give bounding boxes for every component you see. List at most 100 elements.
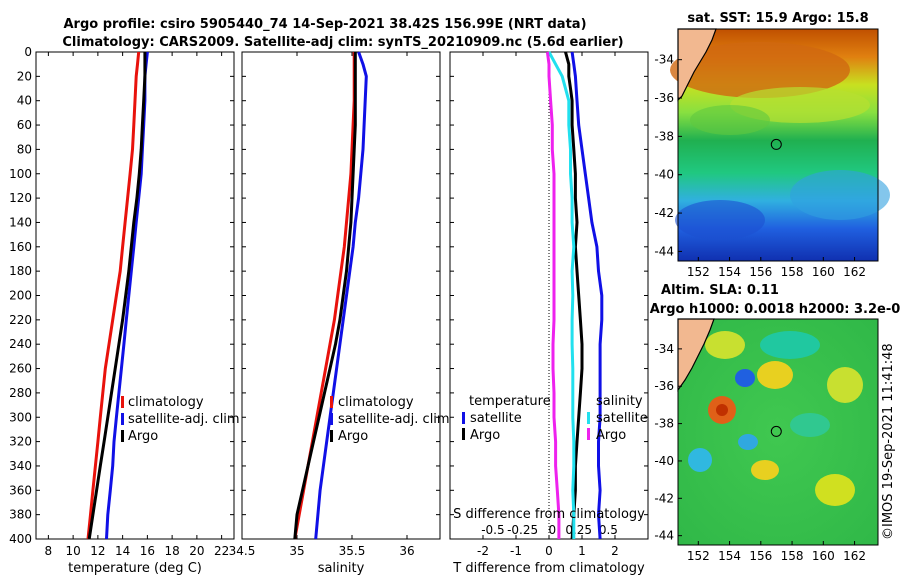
sla-map-title-line2: Argo h1000: 0.0018 h2000: 3.2e-0 bbox=[650, 302, 900, 317]
temperature-legend: climatology satellite-adj. clim Argo bbox=[121, 395, 240, 444]
map-ytick-label: -42 bbox=[654, 491, 674, 505]
series-line-t-argo bbox=[564, 51, 584, 540]
legend-salinity-title: salinity bbox=[596, 394, 643, 409]
xtick-label: 35 bbox=[289, 544, 304, 558]
s-difference-xlabel: S difference from climatology bbox=[453, 507, 645, 522]
ytick-label: 240 bbox=[9, 337, 32, 351]
depth-yticks: 0 20 40 60 80 100 120 140 160 180 200 220 240 260 280 3… bbox=[9, 45, 234, 546]
map-ytick-label: -44 bbox=[654, 244, 674, 258]
xtick-label: 16 bbox=[140, 544, 155, 558]
ytick-label: 220 bbox=[9, 313, 32, 327]
map-ytick-label: -40 bbox=[654, 168, 674, 182]
imos-timestamp: ©IMOS 19-Sep-2021 11:41:48 bbox=[881, 343, 896, 540]
sla-patches bbox=[688, 331, 863, 506]
ytick-label: 160 bbox=[9, 240, 32, 254]
difference-series bbox=[545, 51, 604, 540]
legend-satellite-label: satellite-adj. clim bbox=[128, 412, 240, 427]
ytick-label: 140 bbox=[9, 215, 32, 229]
map-xtick-label: 156 bbox=[749, 265, 772, 279]
difference-legend: temperature salinity satellite Argo sate… bbox=[462, 394, 648, 443]
series-line-satellite-adj-clim bbox=[314, 51, 368, 540]
xtick-label: 20 bbox=[189, 544, 204, 558]
s-diff-tick-label: 0.5 bbox=[599, 523, 618, 537]
ytick-label: 120 bbox=[9, 191, 32, 205]
temperature-xlabel: temperature (deg C) bbox=[68, 561, 202, 576]
legend-argo-label: Argo bbox=[338, 429, 368, 444]
figure-title-line2: Climatology: CARS2009. Satellite-adj cli… bbox=[62, 35, 623, 50]
ytick-label: 0 bbox=[24, 45, 32, 59]
map-ytick-label: -34 bbox=[654, 53, 674, 67]
ytick-label: 400 bbox=[9, 532, 32, 546]
temperature-series bbox=[86, 51, 149, 540]
salinity-axes-box bbox=[241, 51, 441, 540]
map-ytick-label: -44 bbox=[654, 529, 674, 543]
legend-climatology-label: climatology bbox=[338, 395, 414, 410]
map-xtick-label: 158 bbox=[781, 549, 804, 563]
series-line-s-satellite bbox=[547, 51, 576, 539]
ytick-label: 20 bbox=[17, 69, 32, 83]
map-ytick-label: -38 bbox=[654, 129, 674, 143]
sla-argo-marker bbox=[770, 425, 782, 437]
map-xtick-label: 158 bbox=[781, 265, 804, 279]
map-xtick-label: 152 bbox=[687, 265, 710, 279]
ytick-label: 360 bbox=[9, 483, 32, 497]
sst-map: sat. SST: 15.9 Argo: 15.8 152 154 156 158 16… bbox=[654, 11, 890, 279]
legend-s-argo-label: Argo bbox=[596, 428, 626, 443]
legend-satellite-label: satellite-adj. clim bbox=[338, 412, 450, 427]
ytick-label: 180 bbox=[9, 264, 32, 278]
sst-xticks: 152 154 156 158 160 162 bbox=[687, 257, 866, 279]
ytick-label: 80 bbox=[17, 142, 32, 156]
s-diff-tick-label: 0.25 bbox=[565, 523, 592, 537]
difference-panel: -2 -1 0 1 2 -0.5 -0.25 0 0.25 0.5 S difference f… bbox=[449, 51, 649, 576]
legend-satellite-swatch bbox=[121, 413, 124, 425]
sla-map: Altim. SLA: 0.11 Argo h1000: 0.0018 h200… bbox=[650, 283, 900, 563]
xtick-label: 1 bbox=[578, 544, 586, 558]
xtick-label: 2 bbox=[611, 544, 619, 558]
map-xtick-label: 152 bbox=[687, 549, 710, 563]
temperature-xticks: 8 10 12 14 16 18 20 22 bbox=[45, 52, 229, 558]
ytick-label: 100 bbox=[9, 167, 32, 181]
series-line-argo bbox=[293, 52, 357, 540]
salinity-legend: climatology satellite-adj. clim Argo bbox=[330, 395, 450, 444]
ytick-label: 280 bbox=[9, 386, 32, 400]
legend-argo-label: Argo bbox=[128, 429, 158, 444]
series-line-argo bbox=[87, 52, 147, 540]
xtick-label: 10 bbox=[65, 544, 80, 558]
xtick-label: 36 bbox=[399, 544, 414, 558]
legend-t-satellite-label: satellite bbox=[470, 411, 522, 426]
legend-argo-swatch bbox=[330, 430, 333, 442]
salinity-xlabel: salinity bbox=[318, 561, 365, 576]
salinity-panel: 34.5 35 35.5 36 salinity climatology satell… bbox=[229, 51, 450, 576]
sla-map-frame bbox=[677, 318, 879, 546]
sst-patches bbox=[670, 42, 890, 240]
salinity-xticks: 34.5 35 35.5 36 bbox=[229, 52, 415, 558]
sla-yticks: -34 -36 -38 -40 -42 -44 bbox=[654, 342, 682, 543]
xtick-label: 22 bbox=[214, 544, 229, 558]
xtick-label: 18 bbox=[164, 544, 179, 558]
s-diff-tick-label: -0.25 bbox=[507, 523, 538, 537]
xtick-label: 12 bbox=[90, 544, 105, 558]
map-xtick-label: 154 bbox=[718, 265, 741, 279]
legend-t-argo-swatch bbox=[462, 428, 465, 440]
sst-argo-marker bbox=[770, 138, 782, 150]
ytick-label: 300 bbox=[9, 410, 32, 424]
map-ytick-label: -36 bbox=[654, 379, 674, 393]
ytick-label: 320 bbox=[9, 435, 32, 449]
series-line-t-satellite bbox=[570, 51, 604, 540]
sst-map-title: sat. SST: 15.9 Argo: 15.8 bbox=[687, 11, 868, 26]
t-difference-xlabel: T difference from climatology bbox=[452, 561, 645, 576]
xtick-label: 14 bbox=[115, 544, 130, 558]
series-line-s-argo bbox=[545, 51, 561, 539]
map-xtick-label: 162 bbox=[843, 265, 866, 279]
sst-yticks: -34 -36 -38 -40 -42 -44 bbox=[654, 53, 682, 258]
map-xtick-label: 162 bbox=[843, 549, 866, 563]
legend-s-satellite-swatch bbox=[587, 412, 590, 424]
ytick-label: 260 bbox=[9, 362, 32, 376]
map-xtick-label: 154 bbox=[718, 549, 741, 563]
map-ytick-label: -36 bbox=[654, 91, 674, 105]
ytick-label: 340 bbox=[9, 459, 32, 473]
xtick-label: 0 bbox=[545, 544, 553, 558]
legend-climatology-swatch bbox=[121, 396, 124, 408]
ytick-label: 40 bbox=[17, 94, 32, 108]
legend-climatology-swatch bbox=[330, 396, 333, 408]
